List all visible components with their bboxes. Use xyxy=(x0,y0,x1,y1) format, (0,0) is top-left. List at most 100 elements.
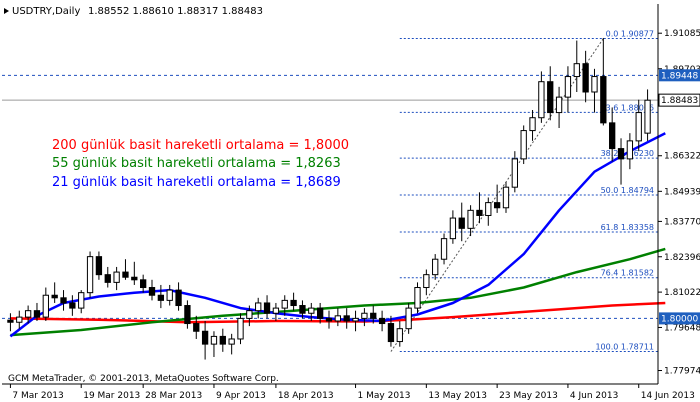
chart-header: USDTRY,Daily 1.88552 1.88610 1.88317 1.8… xyxy=(4,6,263,17)
candle-body xyxy=(502,186,510,209)
y-tick-label: 1.86322 xyxy=(664,152,700,162)
candle-body xyxy=(582,63,589,93)
moving-average-annotations: 200 günlük basit hareketli ortalama = 1,… xyxy=(52,138,349,190)
x-tick-label: 9 Apr 2013 xyxy=(216,391,266,401)
candle-body xyxy=(529,117,536,132)
candle-body xyxy=(449,217,457,240)
candle-body xyxy=(564,76,572,98)
candle-body xyxy=(520,130,527,160)
candle-body xyxy=(432,258,439,276)
candle-body xyxy=(511,158,518,188)
candle-body xyxy=(405,307,412,330)
annotation-ma21: 21 günlük basit hareketli ortalama = 1,8… xyxy=(52,175,341,190)
candle-body xyxy=(157,294,165,301)
x-tick-label: 1 May 2013 xyxy=(358,391,411,401)
candle-body xyxy=(308,307,315,314)
candle-body xyxy=(396,328,403,343)
candle-body xyxy=(255,302,262,312)
candle-body xyxy=(573,63,580,78)
candle-body xyxy=(246,310,253,319)
candle-body xyxy=(16,316,23,323)
x-tick-label: 4 Jun 2013 xyxy=(570,391,618,401)
candle-body xyxy=(378,317,386,325)
annotation-ma55: 55 günlük basit hareketli ortalama = 1,8… xyxy=(52,156,341,171)
ma-line-1 xyxy=(10,247,666,337)
level-badge xyxy=(659,69,700,82)
candle-body xyxy=(555,96,563,114)
current-price-label: 1.88483 xyxy=(661,96,698,106)
x-tick-label: 28 Mar 2013 xyxy=(145,391,202,401)
y-tick-label: 1.77974 xyxy=(664,367,700,377)
candle-body xyxy=(325,317,333,322)
annotation-ma200: 200 günlük basit hareketli ortalama = 1,… xyxy=(52,138,349,153)
candle-body xyxy=(237,317,244,340)
candle-body xyxy=(635,112,642,142)
x-tick-label: 13 May 2013 xyxy=(428,391,487,401)
y-tick-label: 1.81022 xyxy=(664,288,700,298)
candle-body xyxy=(166,289,173,301)
fib-label: 50.0 1.84794 xyxy=(601,186,654,195)
fib-label: 100.0 1.78711 xyxy=(595,343,654,352)
fib-label: 76.4 1.81582 xyxy=(601,269,654,278)
candle-body xyxy=(538,81,545,119)
symbol-label: USDTRY,Daily xyxy=(12,6,80,17)
candle-body xyxy=(547,81,554,114)
y-tick-label: 1.83770 xyxy=(664,217,700,227)
candle-body xyxy=(485,202,492,216)
candle-body xyxy=(104,274,111,283)
candle-body xyxy=(414,287,421,309)
candle-body xyxy=(290,299,297,307)
y-tick-label: 1.84939 xyxy=(664,187,700,197)
candle-body xyxy=(370,312,377,319)
candle-body xyxy=(591,76,598,93)
candle-body xyxy=(193,323,200,332)
candle-body xyxy=(626,140,634,160)
level-badge xyxy=(659,312,700,325)
candle-body xyxy=(352,317,359,322)
candle-body xyxy=(131,276,138,281)
candle-body xyxy=(609,122,616,150)
candle-body xyxy=(60,297,67,304)
y-tick-label: 1.91085 xyxy=(664,29,700,39)
candle-body xyxy=(210,335,218,345)
candle-body xyxy=(148,287,156,296)
candle-body xyxy=(7,319,14,323)
candle-body xyxy=(201,330,209,345)
candle-body xyxy=(78,292,85,309)
candle-body xyxy=(86,256,94,294)
candle-body xyxy=(387,323,395,343)
candle-body xyxy=(272,307,280,314)
candle-body xyxy=(113,271,120,283)
candle-body xyxy=(423,274,430,289)
current-price-badge xyxy=(658,93,700,107)
candle-body xyxy=(493,202,501,209)
candle-body xyxy=(644,99,651,134)
axes: 1.910851.897031.884831.863221.849391.837… xyxy=(2,4,700,401)
candle-body xyxy=(343,315,350,322)
candle-body xyxy=(476,209,483,216)
candle-body xyxy=(95,256,103,276)
candle-body xyxy=(316,307,324,319)
y-tick-label: 1.82396 xyxy=(664,253,700,263)
candle-body xyxy=(440,238,448,260)
x-tick-label: 7 Mar 2013 xyxy=(12,391,63,401)
x-tick-label: 19 Mar 2013 xyxy=(83,391,140,401)
candle-body xyxy=(122,271,129,278)
ohlc-values: 1.88552 1.88610 1.88317 1.88483 xyxy=(88,6,263,17)
candle-body xyxy=(51,294,58,299)
candle-body xyxy=(467,209,474,229)
candle-body xyxy=(228,338,235,345)
candle-body xyxy=(42,294,49,318)
fib-label: 23.6 1.88006 xyxy=(601,103,654,112)
candle-body xyxy=(299,305,306,314)
candle-body xyxy=(281,299,288,309)
candle-body xyxy=(219,335,226,345)
x-tick-label: 14 Jun 2013 xyxy=(641,391,695,401)
y-tick-label: 1.79648 xyxy=(664,323,700,333)
candle-body xyxy=(600,76,607,124)
fib-label: 61.8 1.83358 xyxy=(601,223,654,232)
x-tick-label: 18 Apr 2013 xyxy=(278,391,334,401)
level-badge-label: 1.89448 xyxy=(661,71,698,81)
level-badge-label: 1.80000 xyxy=(661,314,698,324)
